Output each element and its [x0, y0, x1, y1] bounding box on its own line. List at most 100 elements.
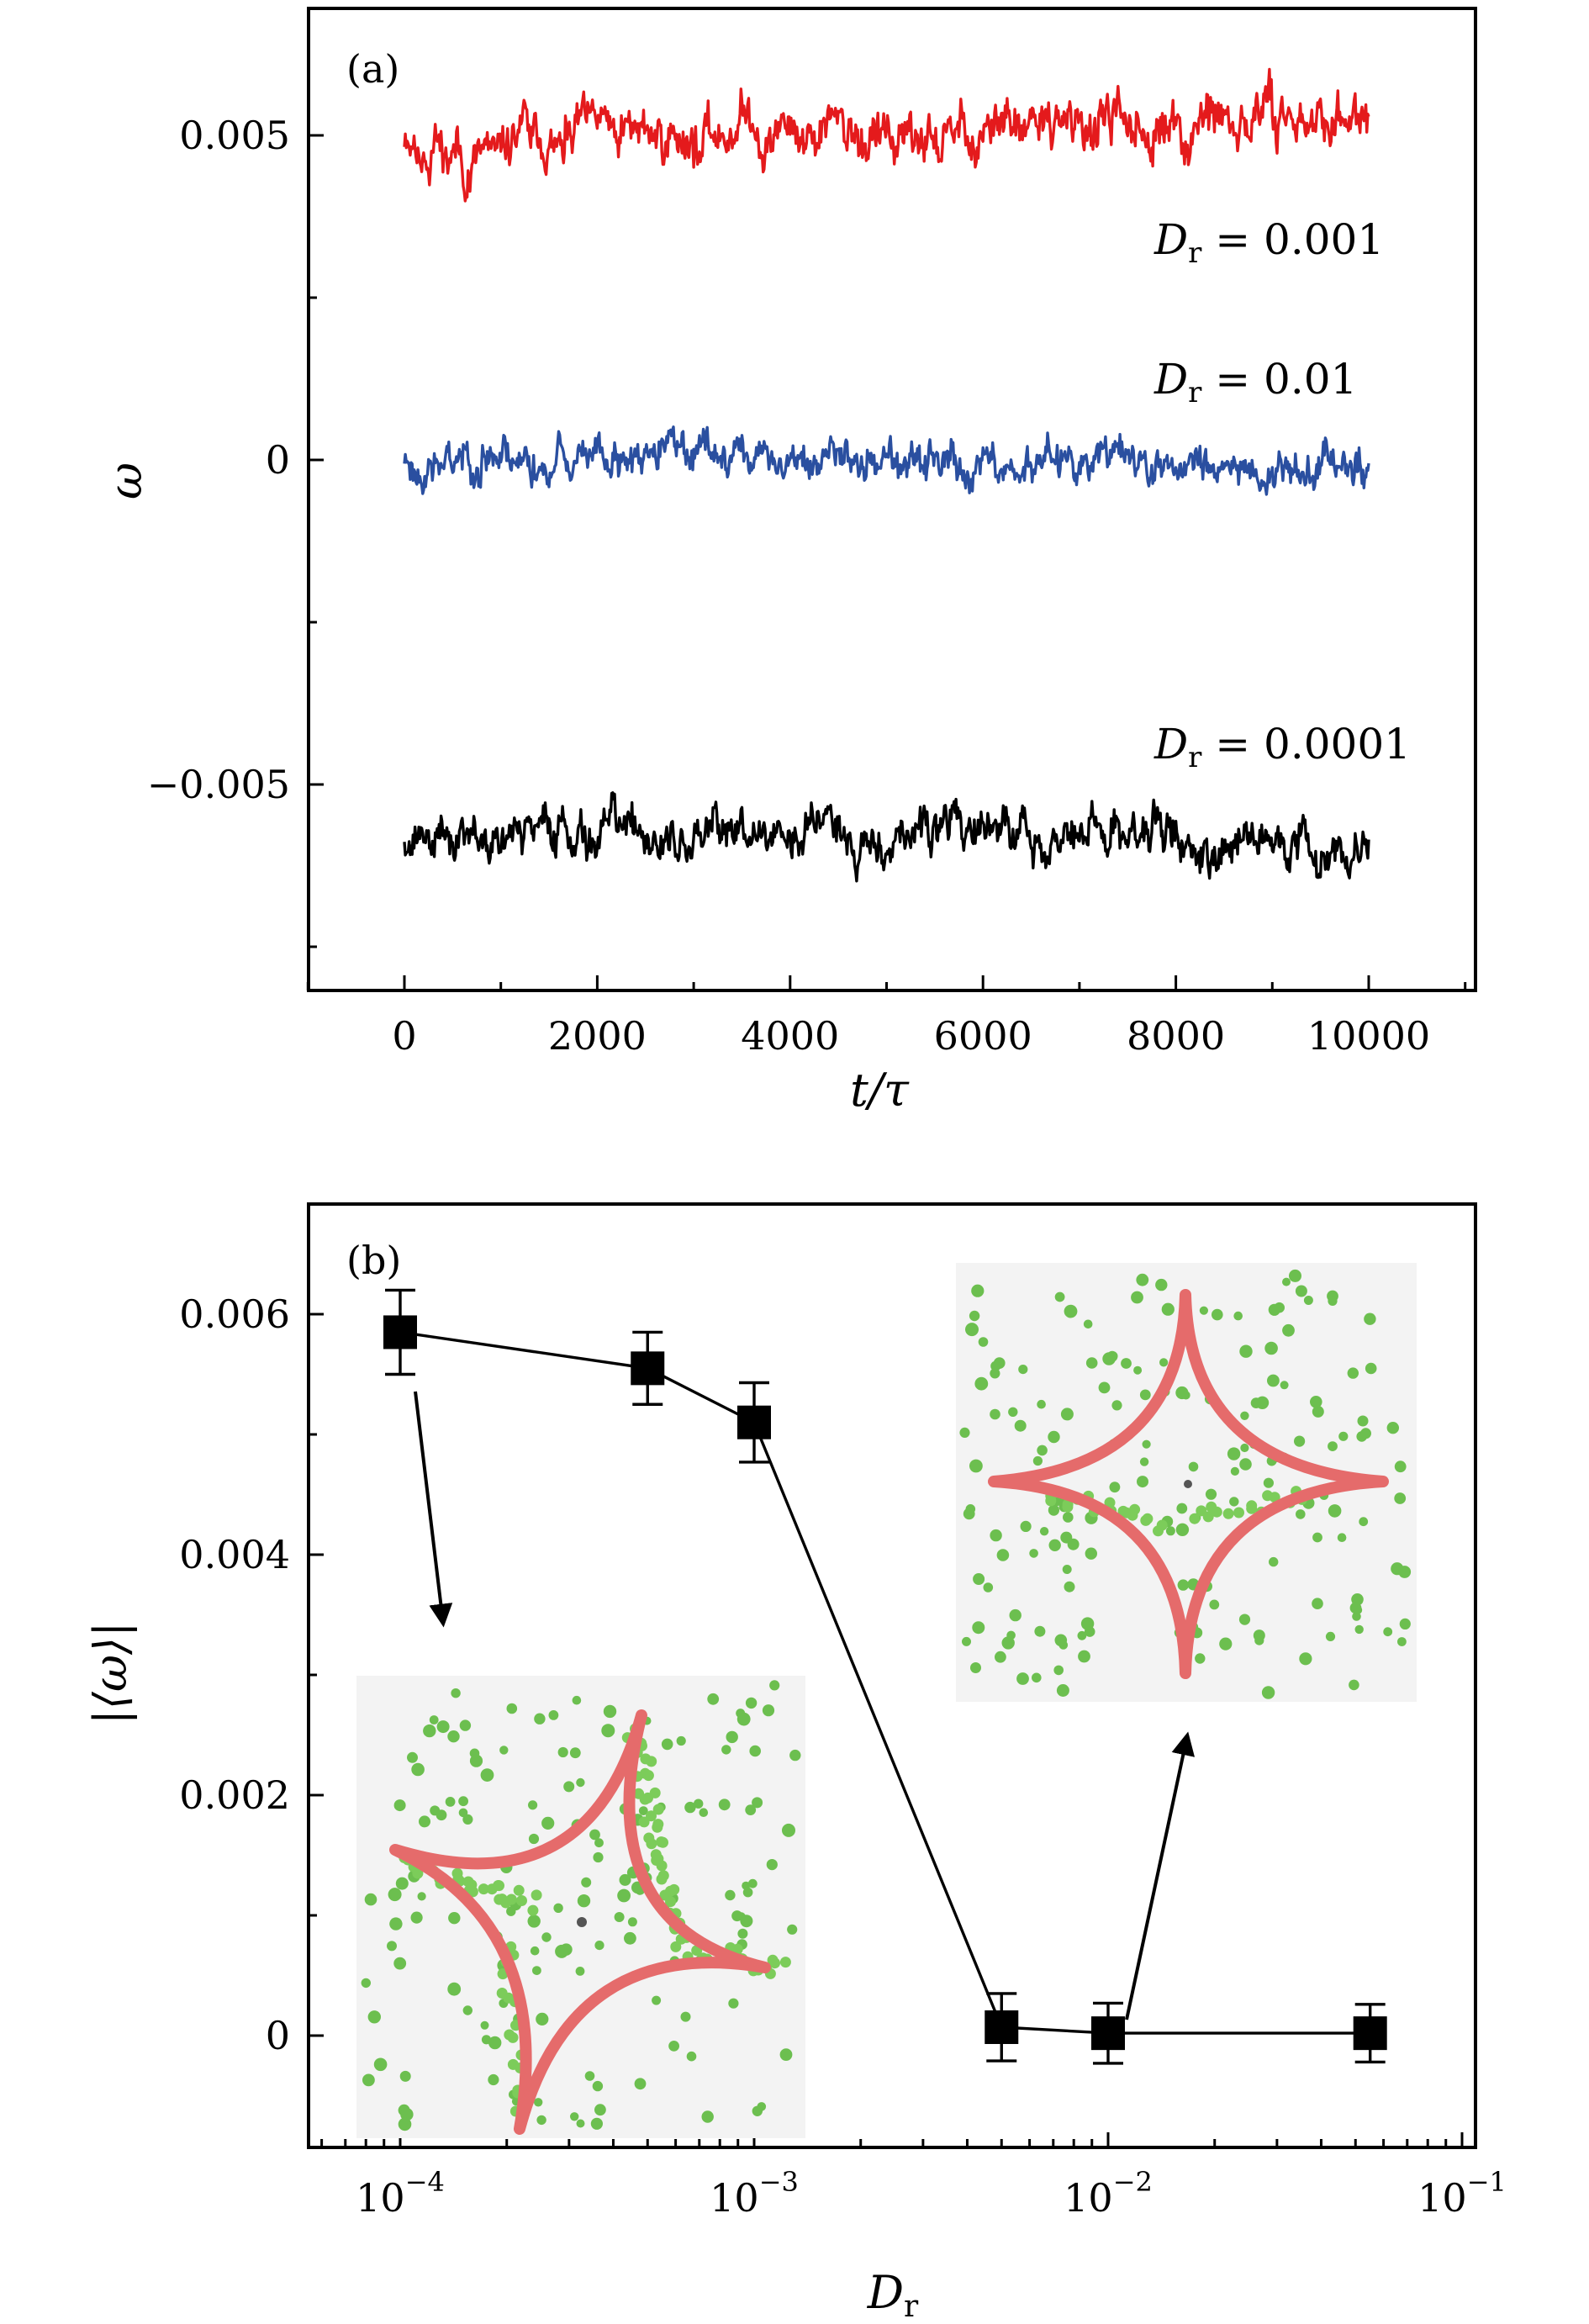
particle [1165, 1526, 1175, 1536]
particle [601, 1724, 615, 1738]
particle [789, 1749, 801, 1761]
data-point-3 [985, 2010, 1019, 2044]
particle [504, 2029, 515, 2041]
particle [412, 1867, 424, 1879]
panel-a-series-labels: Dr = 0.001 Dr = 0.01 Dr = 0.0001 [1153, 215, 1411, 774]
particle [1155, 1278, 1168, 1291]
particle [1398, 1566, 1412, 1578]
particle [661, 1738, 673, 1751]
particle [680, 2011, 691, 2022]
particle [652, 1804, 664, 1815]
series-label-dr-001: Dr = 0.01 [1153, 355, 1357, 409]
particle [1299, 1652, 1312, 1666]
particle [972, 1621, 985, 1635]
particle [488, 2036, 502, 2050]
particle [745, 1697, 758, 1709]
particle [699, 1808, 709, 1817]
y-tick-label: −0.005 [147, 762, 290, 807]
particle [480, 1768, 494, 1783]
particle [1032, 1455, 1043, 1466]
panel-b-data [383, 1288, 1387, 2065]
particle [1140, 1514, 1152, 1526]
particle [387, 1941, 397, 1952]
particle [624, 1931, 636, 1945]
particle [1399, 1618, 1411, 1629]
particle [570, 2112, 579, 2121]
particle [548, 1710, 559, 1720]
inset-high-dr-center [1184, 1480, 1192, 1488]
particle [417, 1892, 426, 1901]
particle [1139, 1457, 1149, 1466]
particle [536, 2012, 549, 2026]
particle [528, 1833, 540, 1845]
particle [1098, 1381, 1111, 1394]
inset-high-dr-snapshot [956, 1263, 1417, 1702]
particle [1029, 1549, 1038, 1558]
particle [1312, 1532, 1322, 1543]
x-tick-exponent: −1 [1467, 2166, 1507, 2198]
y-tick-label: 0 [266, 2013, 290, 2058]
particle [745, 1804, 757, 1816]
x-tick-label: 0 [392, 1013, 416, 1059]
particle [1056, 1684, 1069, 1697]
y-tick-label: 0.006 [179, 1291, 290, 1337]
x-tick-label: 6000 [934, 1013, 1032, 1059]
connecting-line [399, 1330, 1370, 2035]
particle [701, 2110, 714, 2123]
series-label-rest: = 0.0001 [1201, 720, 1411, 769]
particle [469, 1748, 480, 1759]
particle [603, 1704, 617, 1719]
particle [480, 2020, 489, 2030]
particle [1268, 1303, 1280, 1316]
particle [516, 1895, 527, 1906]
particle [534, 1713, 546, 1725]
particle [395, 1877, 409, 1890]
particle [1227, 1447, 1241, 1460]
particle [766, 1859, 778, 1871]
panel-a-series [403, 67, 1370, 883]
particle [1394, 1492, 1407, 1504]
particle [656, 1836, 667, 1848]
particle [676, 1735, 686, 1746]
panel-a-xlabel: t/τ [850, 1064, 910, 1117]
particle [747, 1878, 758, 1888]
particle [1127, 1509, 1138, 1521]
particle [973, 1573, 985, 1585]
particle [742, 1887, 753, 1898]
particle [668, 2041, 679, 2052]
particle [1264, 1341, 1278, 1355]
particle [1255, 1396, 1270, 1410]
particle [1085, 1357, 1098, 1369]
particle [686, 2051, 697, 2062]
panel-a-frame [307, 7, 1477, 992]
particle [1175, 1523, 1190, 1537]
particle [1195, 1653, 1206, 1664]
x-tick-label: 10−1 [1417, 2166, 1507, 2221]
x-tick-base: 10 [1064, 2175, 1113, 2221]
particle [590, 2117, 604, 2130]
particle [1397, 1637, 1407, 1646]
particle [1205, 1488, 1217, 1500]
particle [594, 2104, 606, 2116]
particle [725, 1889, 736, 1901]
particle [1102, 1352, 1116, 1365]
particle [1295, 1285, 1307, 1297]
particle [978, 1337, 989, 1347]
particle [584, 2071, 595, 2081]
particle [1263, 1477, 1274, 1488]
particle [990, 1408, 1000, 1420]
particle [1199, 1306, 1208, 1315]
particle [656, 1860, 668, 1872]
particle [419, 1815, 430, 1828]
particle [594, 1941, 604, 1951]
panel-b-ylabel: |⟨ω⟩| [84, 1622, 137, 1725]
x-tick-label: 2000 [548, 1013, 647, 1059]
series-label-var: D [1153, 215, 1188, 264]
particle [541, 1932, 552, 1942]
particle [1219, 1637, 1233, 1651]
particle [736, 1712, 751, 1726]
particle [969, 1459, 983, 1473]
particle [1006, 1630, 1016, 1640]
particle [1294, 1435, 1306, 1447]
